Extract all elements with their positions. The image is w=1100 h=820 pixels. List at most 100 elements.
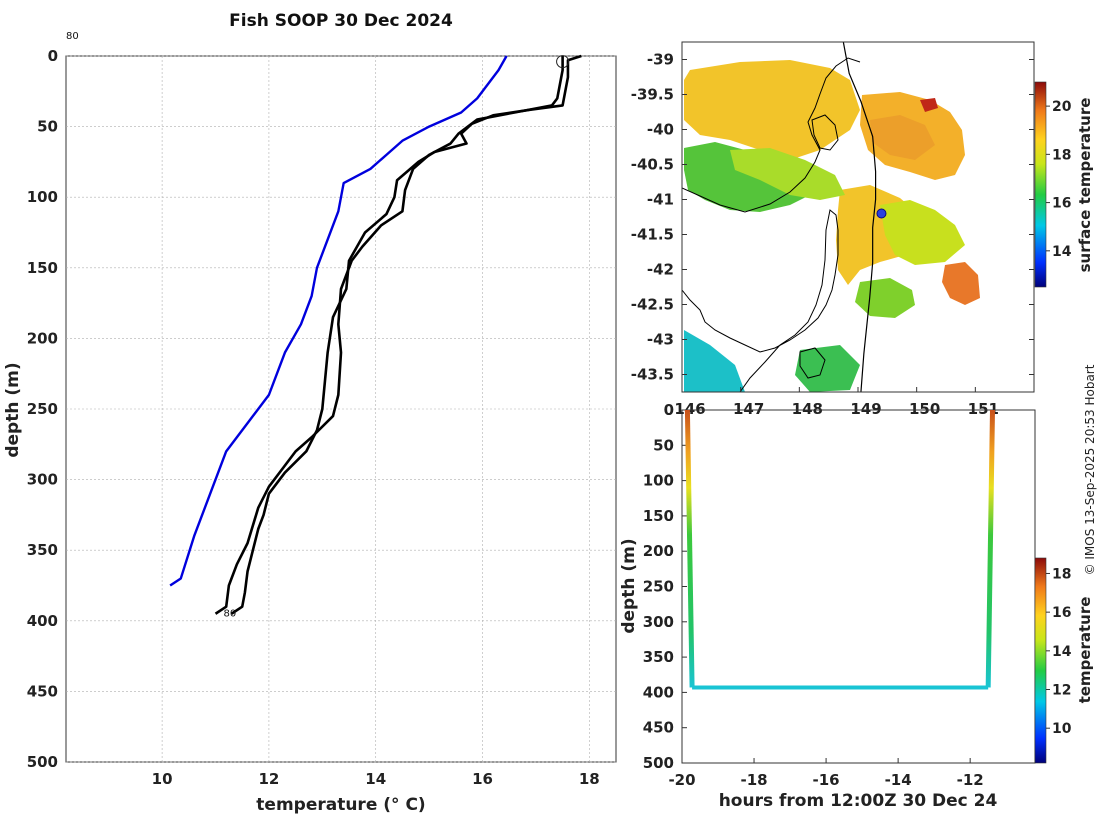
profile-series-profile-1	[214, 56, 564, 615]
temperature-colorbar-ticks: 10 12 14 16 18	[1046, 566, 1072, 737]
time-depth-ytick-label: 50	[653, 436, 674, 454]
temperature-colorbar-tick-label: 16	[1052, 605, 1071, 621]
time-depth-ylabel: depth (m)	[619, 538, 639, 633]
sst-field	[684, 60, 980, 392]
profile-ytick-label: 0	[48, 47, 58, 65]
map-lon-tick-label: 148	[792, 400, 823, 418]
sst-patch-green-east	[880, 200, 965, 265]
coast-tasmania	[682, 209, 839, 392]
temperature-colorbar-tick-label: 12	[1052, 683, 1071, 699]
copyright-notice: © IMOS 13-Sep-2025 20:53 Hobart	[1083, 364, 1097, 575]
map-lat-tick-label: -43.5	[631, 366, 674, 384]
profile-xtick-label: 14	[365, 770, 386, 788]
profile-ytick-label: 350	[27, 541, 58, 559]
profile-ylabel: depth (m)	[3, 362, 23, 457]
profile-grid	[66, 55, 616, 763]
temperature-colorbar	[1034, 557, 1047, 764]
temperature-colorbar-tick-label: 14	[1052, 644, 1072, 660]
time-depth-ytick-label: 350	[643, 648, 674, 666]
profile-annotation: 80	[66, 31, 79, 42]
sst-colorbar-label: surface temperature	[1076, 98, 1094, 273]
sst-map-panel: -39 -39.5 -40 -40.5 -41 -41.5 -42 -42.5 -43 -43.5…	[631, 41, 1094, 418]
profile-ytick-label: 400	[27, 612, 58, 630]
map-lat-tick-label: -40.5	[631, 156, 674, 174]
map-lat-tick-label: -42	[647, 261, 674, 279]
coast-tasman-peninsula	[799, 347, 826, 379]
sst-colorbar-tick-label: 14	[1052, 244, 1072, 260]
profile-xtick-label: 12	[258, 770, 279, 788]
map-lat-tick-label: -39.5	[631, 86, 674, 104]
time-depth-xlabel: hours from 12:00Z 30 Dec 24	[719, 791, 998, 811]
coast-flinders-island	[811, 114, 839, 151]
sst-patch-lime	[730, 148, 845, 200]
profile-series-profile-2	[230, 54, 582, 615]
time-depth-ytick-label: 400	[643, 683, 674, 701]
figure-title: Fish SOOP 30 Dec 2024	[229, 11, 453, 31]
time-depth-ytick-label: 250	[643, 578, 674, 596]
temperature-colorbar-tick-label: 10	[1052, 721, 1072, 737]
time-depth-ytick-label: 450	[643, 719, 674, 737]
profile-xtick-label: 18	[579, 770, 600, 788]
temperature-colorbar-label: temperature	[1076, 597, 1094, 704]
ship-track	[842, 42, 877, 392]
map-lat-tick-label: -42.5	[631, 296, 674, 314]
profile-xlabel: temperature (° C)	[256, 795, 425, 815]
profile-panel: 10 12 14 16 18 0 50 100 150 200 250 300 350 400 450 500…	[3, 31, 617, 815]
map-lat-tick-label: -43	[647, 331, 674, 349]
profile-marker-surface-start	[556, 55, 570, 69]
sst-colorbar	[1034, 81, 1047, 288]
sst-patch-west-green	[684, 142, 810, 212]
profile-ytick-label: 200	[27, 329, 58, 347]
time-depth-ytick-label: 0	[664, 401, 674, 419]
map-lat-tick-label: -41.5	[631, 226, 674, 244]
profile-frame	[65, 55, 617, 763]
profile-ytick-label: 450	[27, 682, 58, 700]
profile-annotations: 80 80	[66, 31, 236, 619]
time-depth-ytick-label: 500	[643, 754, 674, 772]
time-depth-frame	[681, 409, 1036, 764]
time-depth-xtick-label: -18	[740, 771, 767, 789]
time-depth-xtick-label: -12	[957, 771, 984, 789]
sst-patch-hot-east	[942, 262, 980, 305]
map-lon-tick-label: 150	[909, 400, 940, 418]
time-depth-ytick-label: 200	[643, 542, 674, 560]
profile-series-climatology	[169, 55, 508, 587]
map-lon-tick-label: 147	[733, 400, 764, 418]
sst-colorbar-ticks: 14 16 18 20	[1046, 99, 1072, 260]
map-lat-tick-label: -39	[647, 51, 674, 69]
profile-ytick-label: 50	[37, 118, 58, 136]
profile-ytick-label: 100	[27, 188, 58, 206]
sst-patch-south-green	[795, 345, 860, 392]
time-depth-ytick-label: 300	[643, 613, 674, 631]
temperature-colorbar-tick-label: 18	[1052, 566, 1071, 582]
profile-ytick-label: 250	[27, 400, 58, 418]
profile-ytick-label: 150	[27, 259, 58, 277]
time-depth-ascent	[985, 410, 995, 688]
profile-ticks: 10 12 14 16 18 0 50 100 150 200 250 300 350 400 450 500	[27, 47, 600, 788]
time-depth-panel: -20 -18 -16 -14 -12 0 50 100 150 200 250 300 350 400 4…	[619, 401, 1094, 811]
time-depth-ticks: -20 -18 -16 -14 -12 0 50 100 150 200 250 300 350 400 4…	[643, 401, 984, 789]
profile-ytick-label: 500	[27, 753, 58, 771]
time-depth-ytick-label: 150	[643, 507, 674, 525]
time-depth-ytick-label: 100	[643, 472, 674, 490]
profile-xtick-label: 10	[152, 770, 173, 788]
map-lat-tick-label: -41	[647, 191, 674, 209]
time-depth-xtick-label: -20	[668, 771, 695, 789]
coast-victoria	[682, 57, 861, 213]
sst-patch-hot-north	[920, 98, 938, 112]
sst-colorbar-tick-label: 20	[1052, 99, 1072, 115]
profile-xtick-label: 16	[472, 770, 493, 788]
sst-colorbar-tick-label: 18	[1052, 147, 1071, 163]
map-lon-tick-label: 149	[850, 400, 881, 418]
sst-patch-orange-north	[870, 115, 935, 160]
profile-ytick-label: 300	[27, 471, 58, 489]
map-lat-tick-label: -40	[647, 121, 674, 139]
time-depth-descent	[684, 410, 695, 688]
time-depth-xtick-label: -14	[885, 771, 912, 789]
map-ticks: -39 -39.5 -40 -40.5 -41 -41.5 -42 -42.5 -43 -43.5…	[631, 51, 1034, 418]
ship-position-marker	[876, 208, 887, 219]
sst-patch-southwest-cool	[684, 330, 745, 392]
map-lon-tick-label: 146	[674, 400, 705, 418]
profile-annotation: 80	[224, 608, 237, 619]
